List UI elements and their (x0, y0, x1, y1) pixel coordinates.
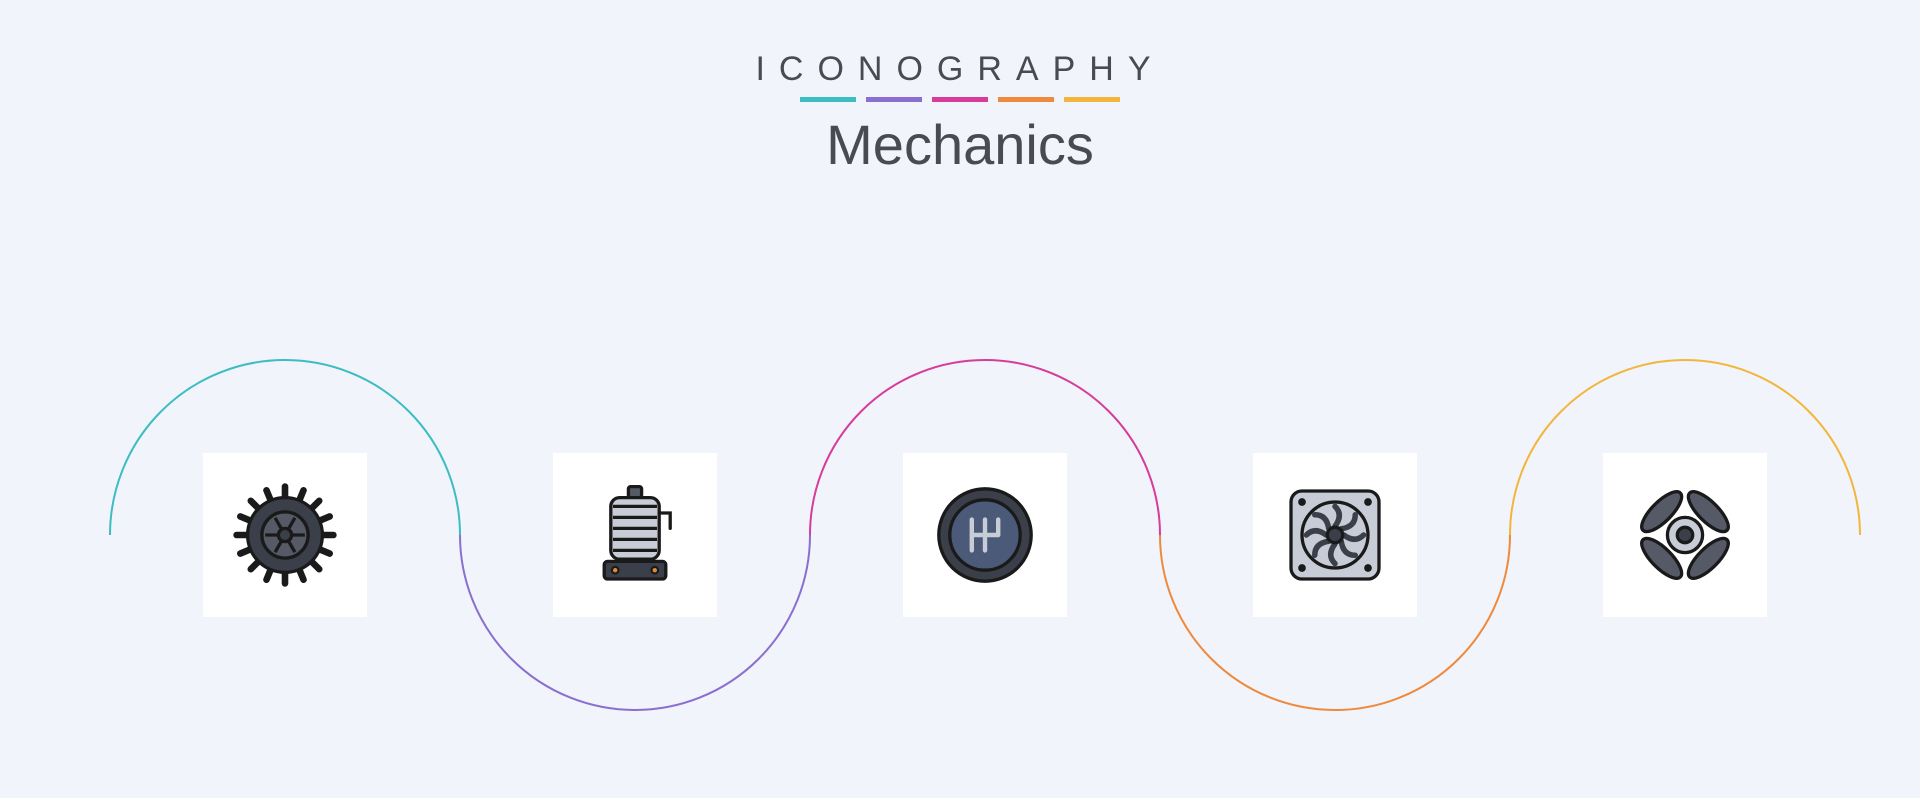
brand-label: ICONOGRAPHY (0, 50, 1920, 89)
cooling-fan-icon (1280, 480, 1390, 590)
icon-card-gear (203, 453, 367, 617)
icon-card-motor (553, 453, 717, 617)
stripe-3 (932, 97, 988, 102)
stripe-2 (866, 97, 922, 102)
page-title: Mechanics (0, 112, 1920, 177)
icon-card-propeller (1603, 453, 1767, 617)
gear-shift-icon (930, 480, 1040, 590)
gear-wheel-icon (230, 480, 340, 590)
stripe-5 (1064, 97, 1120, 102)
stripe-4 (998, 97, 1054, 102)
propeller-icon (1630, 480, 1740, 590)
icon-card-fan (1253, 453, 1417, 617)
brand-stripes (0, 97, 1920, 102)
electric-motor-icon (580, 480, 690, 590)
icon-card-gearshift (903, 453, 1067, 617)
stripe-1 (800, 97, 856, 102)
